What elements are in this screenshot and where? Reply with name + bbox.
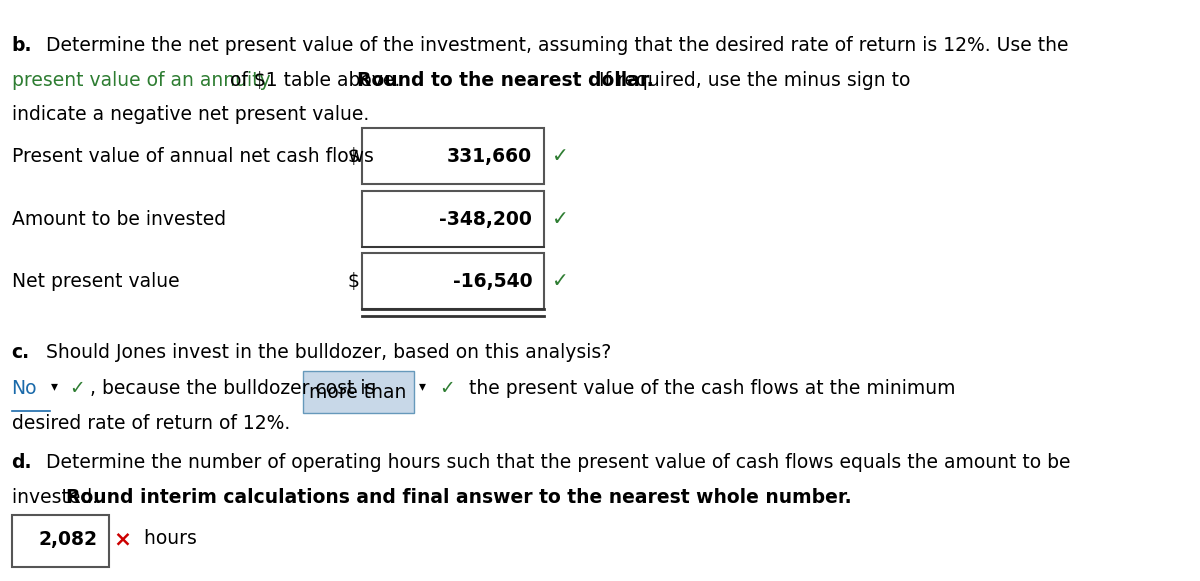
Text: Determine the net present value of the investment, assuming that the desired rat: Determine the net present value of the i…	[40, 36, 1068, 55]
Text: b.: b.	[12, 36, 32, 55]
FancyBboxPatch shape	[302, 371, 414, 413]
Text: Should Jones invest in the bulldozer, based on this analysis?: Should Jones invest in the bulldozer, ba…	[40, 343, 611, 362]
Text: hours: hours	[138, 529, 197, 548]
Text: Round interim calculations and final answer to the nearest whole number.: Round interim calculations and final ans…	[66, 488, 851, 507]
Text: more than: more than	[308, 382, 407, 401]
Text: c.: c.	[12, 343, 30, 362]
Text: present value of an annuity: present value of an annuity	[12, 71, 270, 90]
Text: 331,660: 331,660	[448, 146, 533, 166]
Text: desired rate of return of 12%.: desired rate of return of 12%.	[12, 414, 289, 433]
Text: $: $	[348, 271, 359, 290]
FancyBboxPatch shape	[362, 253, 544, 309]
Text: ✓: ✓	[439, 379, 455, 398]
Text: Net present value: Net present value	[12, 271, 179, 290]
Text: invested.: invested.	[12, 488, 103, 507]
Text: Present value of annual net cash flows: Present value of annual net cash flows	[12, 146, 373, 166]
Text: ▾: ▾	[50, 379, 58, 393]
Text: ✓: ✓	[552, 210, 569, 228]
Text: ▾: ▾	[419, 379, 426, 393]
Text: d.: d.	[12, 453, 32, 472]
FancyBboxPatch shape	[362, 128, 544, 184]
Text: indicate a negative net present value.: indicate a negative net present value.	[12, 105, 368, 124]
Text: Determine the number of operating hours such that the present value of cash flow: Determine the number of operating hours …	[40, 453, 1070, 472]
Text: No: No	[12, 379, 37, 398]
Text: ✓: ✓	[70, 379, 85, 398]
Text: If required, use the minus sign to: If required, use the minus sign to	[593, 71, 910, 90]
Text: $: $	[348, 146, 359, 166]
Text: -348,200: -348,200	[439, 210, 533, 228]
FancyBboxPatch shape	[12, 515, 109, 567]
Text: the present value of the cash flows at the minimum: the present value of the cash flows at t…	[463, 379, 955, 398]
FancyBboxPatch shape	[362, 191, 544, 247]
Text: -16,540: -16,540	[452, 271, 533, 290]
Text: of $1 table above.: of $1 table above.	[223, 71, 406, 90]
Text: ×: ×	[114, 529, 132, 549]
Text: 2,082: 2,082	[38, 529, 97, 548]
Text: Round to the nearest dollar.: Round to the nearest dollar.	[356, 71, 653, 90]
Text: Amount to be invested: Amount to be invested	[12, 210, 226, 228]
Text: ✓: ✓	[552, 146, 569, 166]
Text: ✓: ✓	[552, 271, 569, 290]
Text: , because the bulldozer cost is: , because the bulldozer cost is	[90, 379, 382, 398]
